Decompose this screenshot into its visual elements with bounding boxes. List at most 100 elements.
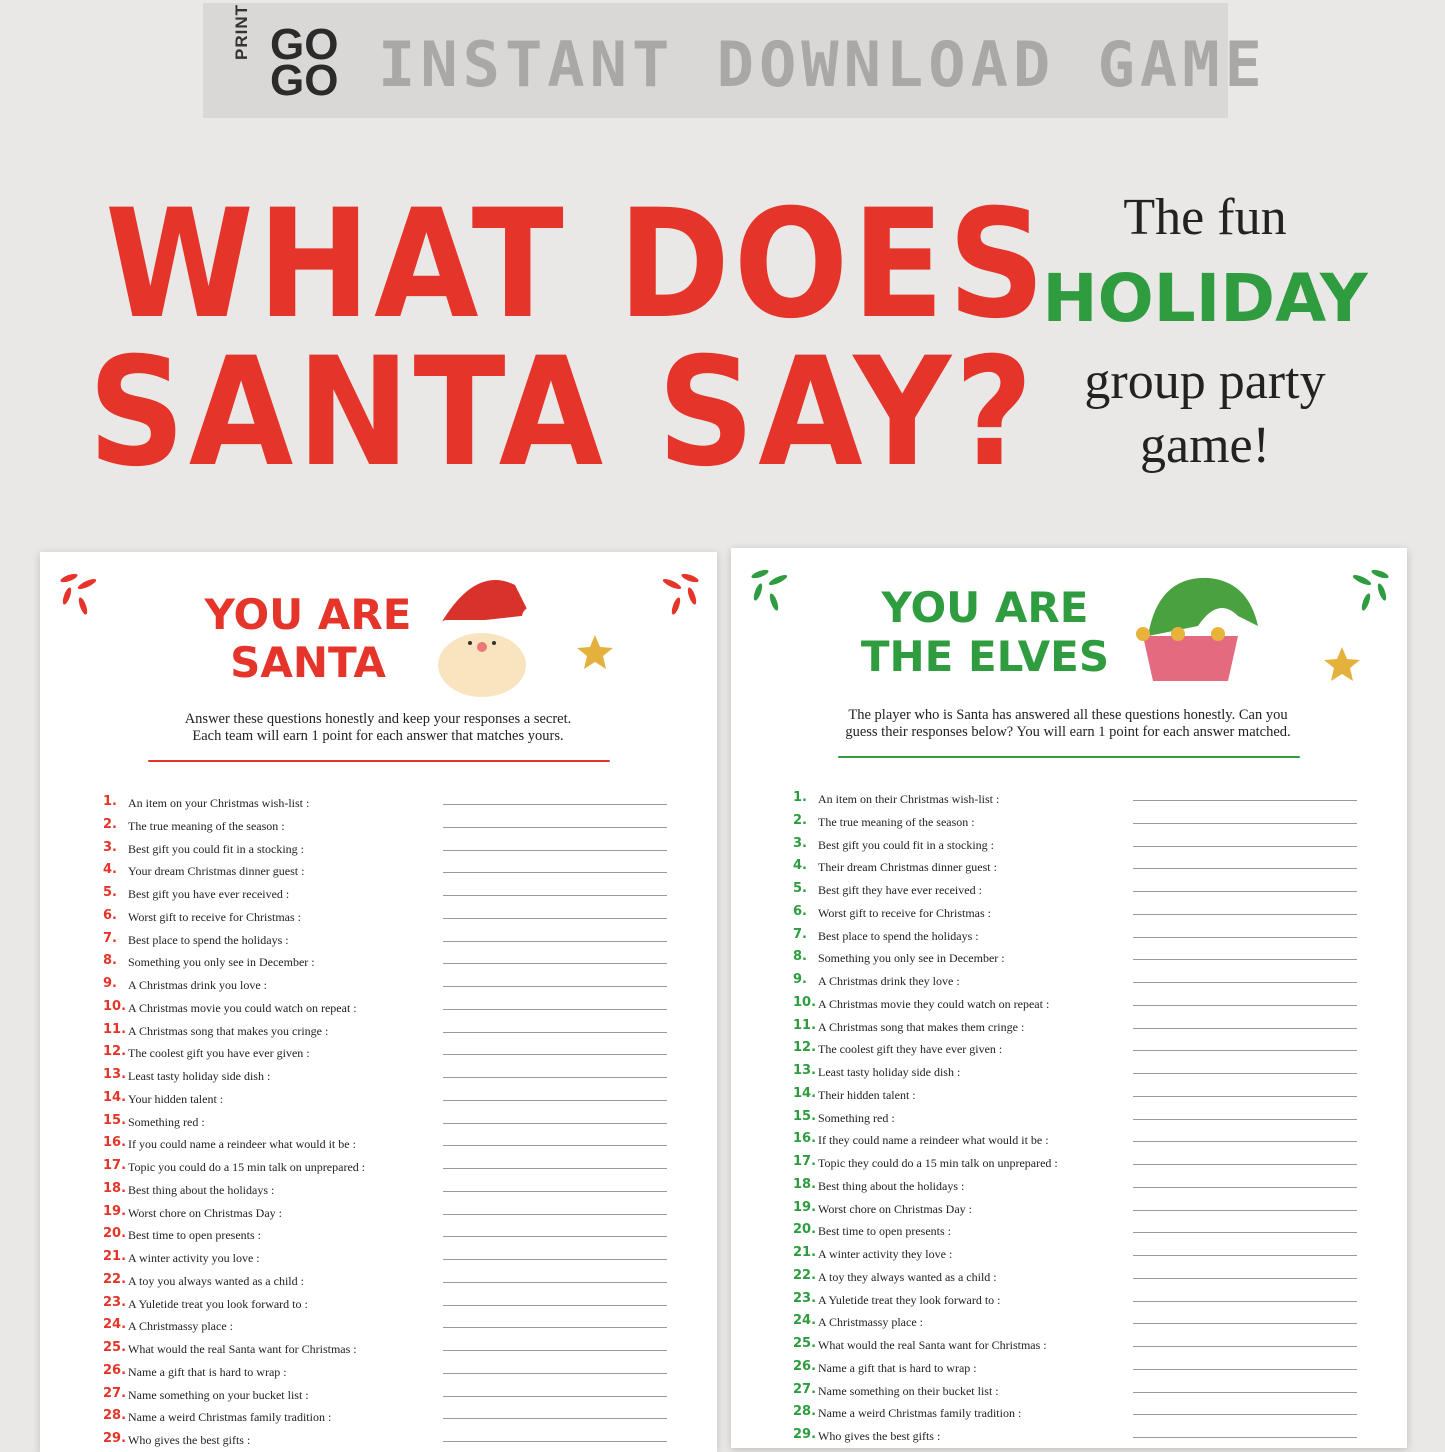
question-number: 7.	[103, 930, 117, 946]
answer-line	[443, 1327, 667, 1329]
question-text: A winter activity you love :	[128, 1251, 260, 1265]
question-number: 4.	[103, 862, 117, 878]
answer-line	[1133, 1368, 1357, 1370]
question-number: 13.	[793, 1063, 817, 1078]
question-text: Best gift you could fit in a stocking :	[128, 841, 304, 856]
question-text: A Christmassy place :	[128, 1319, 233, 1334]
question-text: A Christmas movie you could watch on rep…	[128, 1000, 357, 1015]
question-number: 6.	[793, 903, 807, 919]
question-number: 2.	[103, 816, 117, 832]
question-number: 12.	[793, 1040, 817, 1056]
question-text: Name a weird Christmas family tradition …	[128, 1410, 332, 1425]
question-text: The coolest gift they have ever given :	[818, 1042, 1003, 1057]
question-text: Their hidden talent :	[818, 1087, 916, 1102]
question-number: 22.	[793, 1267, 817, 1283]
question-number: 27.	[103, 1385, 127, 1401]
question-text: The coolest gift you have ever given :	[128, 1046, 310, 1061]
answer-line	[443, 1213, 667, 1215]
answer-line	[1133, 1300, 1357, 1302]
answer-line	[1133, 1141, 1357, 1143]
answer-line	[1133, 800, 1357, 801]
question-number: 15.	[793, 1108, 817, 1124]
decoration	[1352, 569, 1389, 611]
answer-line	[1133, 1414, 1357, 1416]
question-text: The true meaning of the season :	[128, 818, 285, 833]
question-number: 20.	[793, 1222, 817, 1238]
question-number: 2.	[793, 812, 807, 828]
answer-line	[1133, 982, 1357, 983]
question-text: What would the real Santa want for Chris…	[128, 1342, 357, 1356]
question-text: Best place to spend the holidays :	[818, 928, 979, 943]
question-number: 14.	[103, 1089, 127, 1105]
tagline: The fun	[1123, 189, 1287, 246]
answer-line	[443, 826, 667, 828]
star	[577, 635, 613, 669]
question-text: Least tasty holiday side dish :	[818, 1065, 961, 1079]
answer-line	[443, 1077, 667, 1078]
question-text: A toy you always wanted as a child :	[128, 1273, 304, 1288]
answer-line	[443, 1350, 667, 1351]
answer-line	[1133, 822, 1357, 824]
question-text: The true meaning of the season :	[818, 814, 975, 829]
answer-line	[443, 1008, 667, 1010]
tagline: group party	[1084, 353, 1326, 410]
question-number: 11.	[103, 1021, 127, 1037]
sheet-intro: Each team will earn 1 point for each ans…	[192, 728, 564, 744]
question-number: 5.	[793, 881, 807, 896]
question-text: A Christmassy place :	[818, 1315, 923, 1330]
question-number: 6.	[103, 907, 117, 923]
question-text: Least tasty holiday side dish :	[128, 1069, 271, 1083]
answer-line	[443, 1190, 667, 1192]
sheet-heading: YOU ARE	[204, 590, 412, 639]
star	[1324, 647, 1360, 681]
question-text: Worst gift to receive for Christmas :	[818, 905, 991, 920]
question-text: Best gift you have ever received :	[128, 887, 290, 901]
question-number: 26.	[793, 1358, 817, 1374]
question-number: 8.	[103, 953, 117, 969]
answer-line	[1133, 1232, 1357, 1234]
question-number: 3.	[793, 835, 807, 851]
question-text: Your hidden talent :	[128, 1091, 224, 1106]
answer-line	[1133, 959, 1357, 961]
question-text: A Christmas drink they love :	[818, 974, 960, 988]
question-text: Name something on your bucket list :	[128, 1387, 309, 1402]
question-number: 17.	[103, 1158, 127, 1173]
question-text: Best thing about the holidays :	[128, 1182, 275, 1197]
question-text: Your dream Christmas dinner guest :	[128, 864, 305, 879]
question-number: 13.	[103, 1067, 127, 1082]
answer-line	[443, 1441, 667, 1442]
question-number: 7.	[793, 926, 807, 942]
question-text: Something red :	[818, 1110, 895, 1125]
question-text: Best gift you could fit in a stocking :	[818, 837, 994, 852]
question-number: 24.	[793, 1313, 817, 1329]
question-number: 3.	[103, 839, 117, 855]
question-text: Name a gift that is hard to wrap :	[128, 1364, 287, 1379]
answer-line	[443, 1418, 667, 1420]
answer-line	[443, 940, 667, 942]
question-text: A Christmas movie they could watch on re…	[818, 996, 1050, 1011]
question-number: 28.	[793, 1404, 817, 1420]
elf-hat-illustration	[1136, 577, 1258, 681]
question-text: Worst chore on Christmas Day :	[818, 1201, 973, 1216]
question-text: An item on your Christmas wish-list :	[128, 796, 310, 810]
answer-line	[1133, 1027, 1357, 1029]
answer-line	[443, 849, 667, 851]
question-number: 8.	[793, 949, 807, 965]
question-text: Best gift they have ever received :	[818, 883, 982, 897]
question-text: Worst gift to receive for Christmas :	[128, 909, 301, 924]
question-text: Their dream Christmas dinner guest :	[818, 860, 997, 875]
question-number: 12.	[103, 1044, 127, 1060]
answer-line	[443, 1168, 667, 1169]
question-number: 5.	[103, 885, 117, 900]
answer-line	[443, 986, 667, 987]
question-text: A Christmas song that makes you cringe :	[128, 1023, 329, 1038]
question-number: 9.	[103, 976, 117, 991]
answer-line	[1133, 913, 1357, 915]
question-text: Best place to spend the holidays :	[128, 932, 289, 947]
answer-line	[1133, 868, 1357, 870]
answer-line	[1133, 1391, 1357, 1393]
question-number: 25.	[793, 1336, 817, 1351]
answer-line	[443, 1259, 667, 1260]
answer-line	[1133, 845, 1357, 847]
